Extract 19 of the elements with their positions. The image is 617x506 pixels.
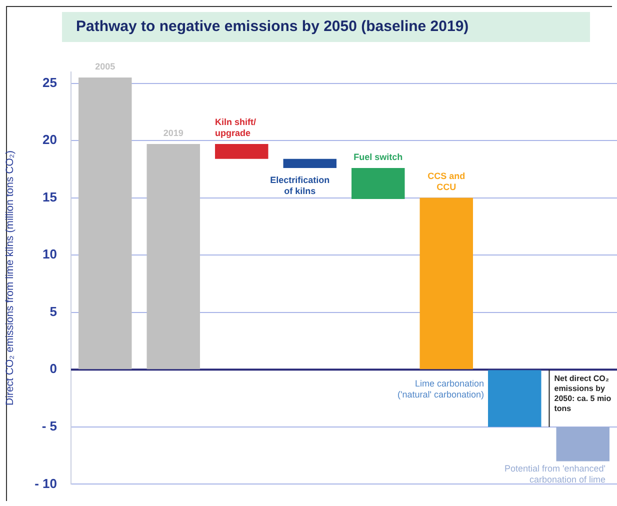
series-label: Kiln shift/ upgrade bbox=[215, 116, 257, 138]
y-tick-label: 0 bbox=[50, 361, 57, 376]
series-label: Electrification of kilns bbox=[270, 175, 330, 196]
annotation: Net direct CO₂ emissions by 2050: ca. 5 mio tons bbox=[554, 374, 612, 413]
y-tick-label: 10 bbox=[42, 246, 57, 262]
y-tick-label: - 5 bbox=[42, 418, 57, 434]
y-tick-label: 20 bbox=[42, 132, 57, 148]
y-tick-label: 15 bbox=[42, 189, 57, 204]
y-tick-label: 5 bbox=[50, 304, 57, 319]
y-tick-label: 25 bbox=[42, 74, 57, 90]
series-label: 2005 bbox=[95, 62, 116, 72]
series-label: Potential from 'enhanced' carbonation of lime bbox=[504, 463, 606, 484]
series-label: Lime carbonation ('natural' carbonation) bbox=[398, 378, 484, 400]
series-label: Fuel switch bbox=[354, 152, 403, 162]
series-label: CCS and CCU bbox=[428, 170, 466, 192]
chart-title: Pathway to negative emissions by 2050 (baseline 2019) bbox=[62, 12, 590, 42]
y-axis-title: Direct CO₂ emissions from lime kilns (million tons CO₂) bbox=[4, 150, 16, 406]
y-tick-label: - 10 bbox=[34, 476, 57, 491]
series-label: 2019 bbox=[163, 128, 184, 138]
